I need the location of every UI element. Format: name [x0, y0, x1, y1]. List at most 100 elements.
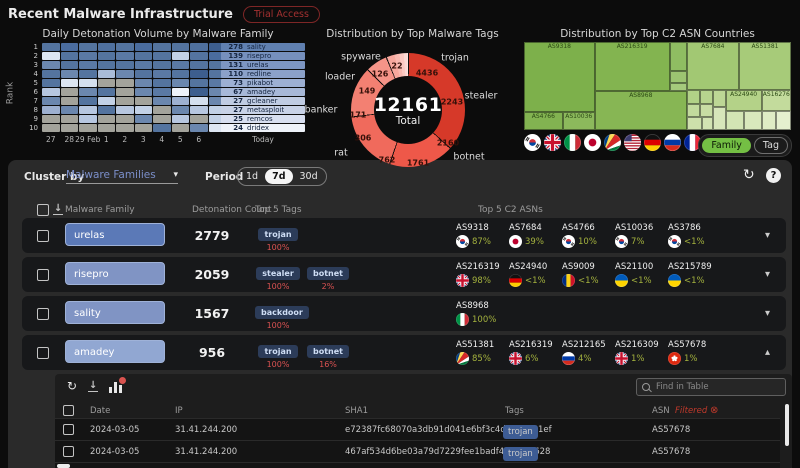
malware-family-pill[interactable]: risepro	[65, 262, 165, 285]
malware-family-pill[interactable]: amadey	[65, 340, 165, 363]
table-row-risepro[interactable]: risepro 2059 stealer 100% botnet 2% AS216319 98…	[22, 257, 786, 292]
row-checkbox[interactable]	[37, 230, 49, 242]
heatmap-cell	[134, 79, 152, 87]
asn-name: AS9318	[456, 223, 489, 233]
search-input[interactable]	[654, 381, 780, 393]
tag-block: botnet 2%	[305, 261, 351, 291]
heatmap-x-tick: 3	[140, 135, 146, 144]
trial-access-badge[interactable]: Trial Access	[243, 6, 320, 23]
treemap-chart: AS9318 AS4766 AS10036 AS216319 AS8968 AS7684 A…	[524, 42, 791, 130]
chevron-down-icon: ▾	[173, 170, 178, 180]
treemap-cell-as16276[interactable]: AS16276	[761, 89, 791, 111]
row-checkbox[interactable]	[37, 347, 49, 359]
treemap-cell[interactable]	[669, 71, 687, 84]
tag-toggle-button[interactable]: Tag	[753, 137, 788, 154]
treemap-cell[interactable]	[701, 116, 713, 130]
refresh-icon[interactable]: ↻	[743, 167, 755, 183]
subtable-download-icon[interactable]: ↓	[87, 380, 99, 392]
chevron-down-icon[interactable]: ▾	[764, 230, 770, 241]
malware-family-pill[interactable]: urelas	[65, 223, 165, 246]
treemap-cell-as7684[interactable]: AS7684	[686, 42, 739, 90]
treemap-cell-as4766[interactable]: AS4766	[524, 111, 563, 130]
period-button-7d[interactable]: 7d	[265, 169, 293, 184]
treemap-cell[interactable]	[700, 103, 713, 117]
clear-filter-icon[interactable]: ⊗	[710, 405, 719, 416]
treemap-cell-as9318[interactable]: AS9318	[524, 42, 595, 112]
donut-title: Distribution by Top Malware Tags	[326, 28, 499, 40]
treemap-cell[interactable]	[686, 103, 701, 117]
treemap-cell[interactable]	[776, 110, 791, 130]
treemap-cell[interactable]	[700, 89, 713, 104]
asn-block: AS4766 10%	[562, 223, 614, 248]
heatmap-cell	[42, 61, 60, 69]
chevron-down-icon[interactable]: ▾	[764, 308, 770, 319]
heatmap-cell	[208, 124, 226, 132]
period-button-30d[interactable]: 30d	[299, 171, 318, 182]
treemap-cell[interactable]	[761, 110, 777, 130]
subtable-row-checkbox[interactable]	[63, 424, 74, 435]
treemap-cell-as216319[interactable]: AS216319	[594, 42, 670, 92]
subtable-row-checkbox[interactable]	[63, 446, 74, 457]
heatmap-summary-row: 27 gcleaner	[221, 97, 305, 105]
subtable-select-all-checkbox[interactable]	[63, 405, 74, 416]
flag-gb	[615, 352, 628, 365]
asn-name: AS216319	[456, 262, 500, 272]
treemap-cell[interactable]	[712, 107, 726, 130]
download-icon[interactable]: ↓	[52, 203, 64, 215]
heatmap-rank-labels: 1 2 3 4 5 6 7 8 9 10	[26, 43, 38, 133]
treemap-cell-as24940[interactable]: AS24940	[725, 89, 762, 111]
malware-family-pill[interactable]: sality	[65, 301, 165, 324]
treemap-cell-as10036[interactable]: AS10036	[562, 111, 595, 130]
select-all-checkbox[interactable]	[37, 204, 49, 216]
subtable-horizontal-scrollbar[interactable]	[57, 464, 70, 468]
row-checkbox[interactable]	[37, 308, 49, 320]
heatmap-rank-label: 2	[33, 52, 38, 60]
table-row-urelas[interactable]: urelas 2779 trojan 100% AS9318 87% AS7684 39% AS…	[22, 218, 786, 253]
donut-total-label: Total	[395, 114, 421, 127]
period-button-1d[interactable]: 1d	[246, 171, 259, 182]
heatmap-cell	[153, 52, 171, 60]
subtable-refresh-icon[interactable]: ↻	[67, 379, 78, 393]
row-checkbox[interactable]	[37, 269, 49, 281]
heatmap-cell	[134, 70, 152, 78]
cluster-by-dropdown[interactable]: Malware Families ▾	[66, 169, 178, 184]
notification-badge	[119, 377, 126, 384]
treemap-cell[interactable]	[712, 89, 726, 108]
donut-slice-value: 2160	[436, 138, 460, 148]
tag-block: trojan 100%	[255, 339, 301, 369]
col-top5-tags: Top 5 Tags	[255, 205, 302, 215]
heatmap-cell	[60, 115, 78, 123]
table-row-amadey[interactable]: amadey 956 trojan 100% botnet 16% AS51381 85% AS…	[22, 335, 786, 370]
treemap-cell[interactable]	[725, 110, 745, 130]
subtable-row[interactable]: 2024-03-05 31.41.244.200 e72387fc68070a3db…	[55, 418, 780, 441]
detonation-count: 956	[198, 345, 226, 360]
heatmap-cell	[79, 52, 97, 60]
subtable-row[interactable]: 2024-03-05 31.41.244.200 467af534d6be03a79…	[55, 440, 780, 463]
find-in-table-search[interactable]	[636, 378, 786, 396]
chart-icon[interactable]	[109, 377, 126, 393]
heatmap-summary-value: 110	[228, 70, 243, 78]
flag-kr	[615, 235, 628, 248]
heatmap-cell	[79, 79, 97, 87]
help-icon[interactable]: ?	[766, 168, 781, 183]
treemap-cell-as8968[interactable]: AS8968	[594, 91, 687, 130]
heatmap-cell	[97, 79, 115, 87]
asn-percentage: 7%	[631, 236, 645, 247]
treemap-cell[interactable]	[744, 110, 762, 130]
heatmap-cell	[97, 97, 115, 105]
subtable-vertical-scrollbar[interactable]	[785, 404, 789, 446]
treemap-cell[interactable]	[686, 116, 702, 130]
treemap-cell-as51381[interactable]: AS51381	[738, 42, 791, 90]
treemap-title: Distribution by Top C2 ASN Countries	[560, 28, 755, 40]
treemap-cell[interactable]	[686, 89, 701, 104]
treemap-cell[interactable]	[669, 83, 687, 92]
chevron-up-icon[interactable]: ▴	[764, 347, 770, 358]
heatmap-cell	[42, 88, 60, 96]
flag-jp	[584, 134, 601, 151]
family-toggle-button[interactable]: Family	[702, 138, 751, 153]
subtable-row[interactable]: 2024-03-0331.41.244.200e72387fc68070a3db…	[55, 462, 780, 468]
table-row-sality[interactable]: sality 1567 backdoor 100% AS8968 100% ▾	[22, 296, 786, 331]
chevron-down-icon[interactable]: ▾	[764, 269, 770, 280]
treemap-cell[interactable]	[669, 42, 687, 72]
heatmap-cell	[153, 70, 171, 78]
